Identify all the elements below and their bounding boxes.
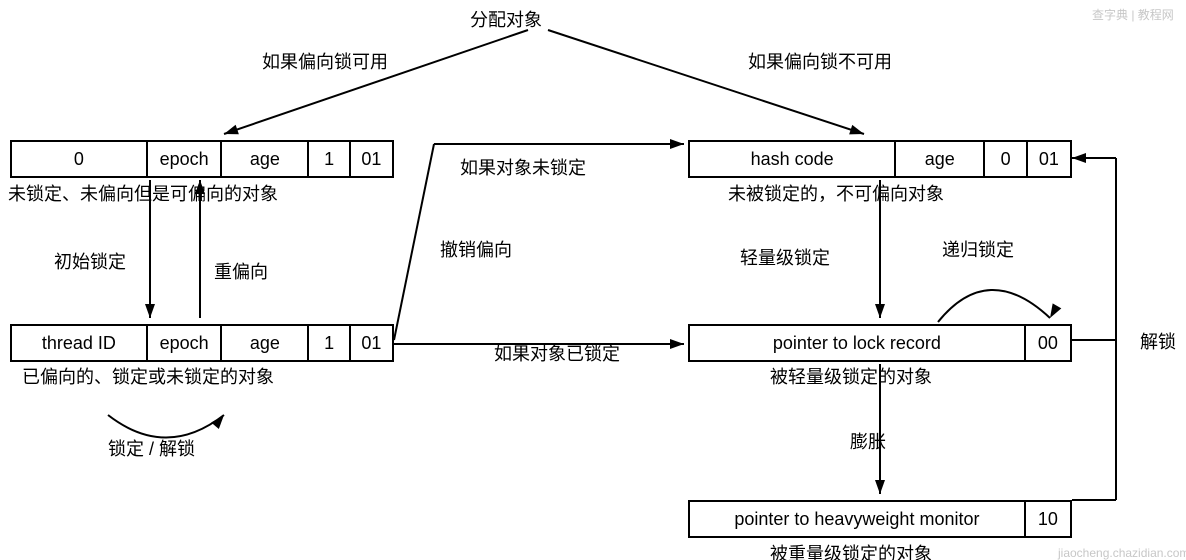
caption-box2: 未被锁定的，不可偏向对象	[728, 180, 944, 206]
label-light-lock: 轻量级锁定	[740, 244, 830, 270]
markword-cell: age	[222, 142, 309, 176]
label-revoke: 撤销偏向	[440, 236, 512, 262]
label-top-center: 分配对象	[470, 6, 542, 32]
markword-box-heavyweight: pointer to heavyweight monitor10	[688, 500, 1072, 538]
markword-cell: 0	[12, 142, 148, 176]
markword-cell: 00	[1026, 326, 1070, 360]
caption-box1: 未锁定、未偏向但是可偏向的对象	[8, 180, 278, 206]
markword-cell: 01	[1028, 142, 1070, 176]
label-if-locked: 如果对象已锁定	[494, 340, 620, 366]
label-unlock-right: 解锁	[1140, 328, 1176, 354]
markword-cell: hash code	[690, 142, 896, 176]
caption-box3: 已偏向的、锁定或未锁定的对象	[22, 363, 274, 389]
arrow-layer	[0, 0, 1186, 560]
markword-box-lightweight: pointer to lock record00	[688, 324, 1072, 362]
markword-cell: age	[222, 326, 309, 360]
label-rebias: 重偏向	[214, 258, 268, 284]
watermark-top: 查字典 | 教程网	[1092, 6, 1174, 23]
label-lock-unlock: 锁定 / 解锁	[108, 435, 195, 461]
label-branch-left: 如果偏向锁可用	[262, 48, 388, 74]
markword-cell: 01	[351, 142, 392, 176]
label-if-unlocked: 如果对象未锁定	[460, 154, 586, 180]
markword-cell: 10	[1026, 502, 1070, 536]
label-initial-lock: 初始锁定	[54, 248, 126, 274]
markword-cell: pointer to heavyweight monitor	[690, 502, 1026, 536]
label-branch-right: 如果偏向锁不可用	[748, 48, 892, 74]
markword-cell: age	[896, 142, 985, 176]
markword-box-nonbiasable-unlocked: hash codeage001	[688, 140, 1072, 178]
markword-cell: 1	[309, 326, 350, 360]
markword-box-biased: thread IDepochage101	[10, 324, 394, 362]
markword-cell: 01	[351, 326, 392, 360]
label-inflate: 膨胀	[850, 428, 886, 454]
caption-box4: 被轻量级锁定的对象	[770, 363, 932, 389]
label-recursive: 递归锁定	[942, 236, 1014, 262]
markword-cell: thread ID	[12, 326, 148, 360]
markword-cell: pointer to lock record	[690, 326, 1026, 360]
markword-cell: 1	[309, 142, 350, 176]
caption-box5: 被重量级锁定的对象	[770, 540, 932, 560]
markword-cell: epoch	[148, 142, 223, 176]
watermark-bottom: jiaocheng.chazidian.com	[1058, 546, 1186, 560]
diagram-canvas: 分配对象 如果偏向锁可用 如果偏向锁不可用 未锁定、未偏向但是可偏向的对象 未被…	[0, 0, 1186, 560]
markword-box-biasable-unlocked: 0epochage101	[10, 140, 394, 178]
markword-cell: 0	[985, 142, 1027, 176]
markword-cell: epoch	[148, 326, 223, 360]
